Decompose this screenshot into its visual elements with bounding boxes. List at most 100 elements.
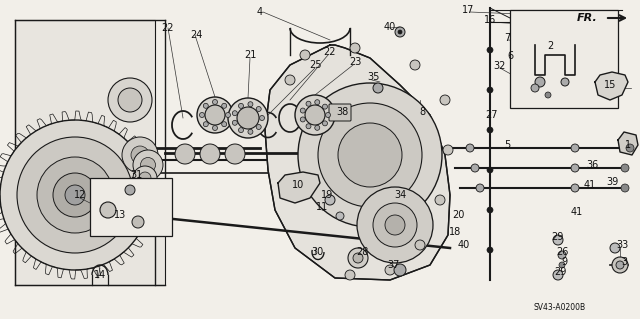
Circle shape [435, 195, 445, 205]
Circle shape [487, 247, 493, 253]
Text: FR.: FR. [577, 13, 598, 23]
Circle shape [256, 124, 261, 130]
Circle shape [612, 257, 628, 273]
Text: 7: 7 [504, 33, 510, 43]
Text: 18: 18 [449, 227, 461, 237]
Circle shape [561, 78, 569, 86]
Polygon shape [278, 172, 320, 203]
Circle shape [373, 203, 417, 247]
Circle shape [232, 120, 237, 125]
Circle shape [373, 83, 383, 93]
Circle shape [300, 108, 305, 113]
Circle shape [395, 27, 405, 37]
Text: 30: 30 [311, 247, 323, 257]
Text: 28: 28 [356, 247, 368, 257]
Circle shape [487, 127, 493, 133]
Circle shape [131, 146, 149, 164]
Circle shape [318, 103, 422, 207]
Circle shape [239, 128, 243, 133]
Circle shape [205, 105, 225, 125]
Text: 41: 41 [584, 180, 596, 190]
Circle shape [204, 103, 208, 108]
Circle shape [385, 215, 405, 235]
Circle shape [476, 184, 484, 192]
Circle shape [610, 243, 620, 253]
Circle shape [323, 104, 328, 109]
Text: 20: 20 [452, 210, 464, 220]
Circle shape [118, 88, 142, 112]
Circle shape [621, 164, 629, 172]
Circle shape [53, 173, 97, 217]
Circle shape [487, 47, 493, 53]
Circle shape [139, 172, 151, 184]
Circle shape [200, 144, 220, 164]
Circle shape [248, 102, 253, 107]
Circle shape [65, 185, 85, 205]
Circle shape [133, 166, 157, 190]
Circle shape [621, 184, 629, 192]
Circle shape [553, 235, 563, 245]
Polygon shape [595, 72, 628, 100]
Circle shape [232, 111, 237, 116]
Text: 10: 10 [292, 180, 304, 190]
Circle shape [300, 117, 305, 122]
Text: 39: 39 [606, 177, 618, 187]
Circle shape [0, 120, 150, 270]
Circle shape [204, 122, 208, 127]
Text: 29: 29 [554, 267, 566, 277]
Text: 12: 12 [74, 190, 86, 200]
Text: 26: 26 [556, 247, 568, 257]
Circle shape [440, 95, 450, 105]
Circle shape [221, 122, 227, 127]
Circle shape [300, 50, 310, 60]
Text: 17: 17 [462, 5, 474, 15]
Circle shape [443, 145, 453, 155]
Circle shape [353, 253, 363, 263]
Circle shape [225, 144, 245, 164]
Polygon shape [265, 45, 450, 280]
Text: 22: 22 [162, 23, 174, 33]
Text: 13: 13 [114, 210, 126, 220]
Circle shape [471, 164, 479, 172]
Circle shape [122, 137, 158, 173]
FancyBboxPatch shape [90, 178, 172, 236]
Text: 15: 15 [604, 80, 616, 90]
Circle shape [487, 87, 493, 93]
Circle shape [487, 207, 493, 213]
Text: 16: 16 [484, 15, 496, 25]
Text: 23: 23 [349, 57, 361, 67]
Circle shape [228, 98, 268, 138]
Polygon shape [15, 20, 165, 285]
Circle shape [212, 100, 218, 105]
Circle shape [357, 187, 433, 263]
Circle shape [398, 30, 402, 34]
Circle shape [350, 43, 360, 53]
Circle shape [125, 185, 135, 195]
Text: 37: 37 [388, 260, 400, 270]
Circle shape [197, 97, 233, 133]
Text: 8: 8 [419, 107, 425, 117]
Circle shape [225, 113, 230, 117]
Circle shape [571, 164, 579, 172]
Text: 40: 40 [384, 22, 396, 32]
Circle shape [616, 261, 624, 269]
Circle shape [415, 240, 425, 250]
Text: 2: 2 [547, 41, 553, 51]
Circle shape [385, 265, 395, 275]
Circle shape [535, 77, 545, 87]
FancyBboxPatch shape [329, 104, 351, 121]
Text: 11: 11 [316, 202, 328, 212]
Circle shape [315, 125, 320, 130]
Circle shape [175, 144, 195, 164]
Circle shape [394, 264, 406, 276]
Text: 22: 22 [324, 47, 336, 57]
Circle shape [305, 105, 325, 125]
Text: 29: 29 [551, 232, 563, 242]
Text: 14: 14 [94, 270, 106, 280]
Text: 6: 6 [507, 51, 513, 61]
Text: SV43-A0200B: SV43-A0200B [534, 303, 586, 313]
Circle shape [348, 248, 368, 268]
Circle shape [531, 84, 539, 92]
Circle shape [17, 137, 133, 253]
Text: 19: 19 [321, 190, 333, 200]
